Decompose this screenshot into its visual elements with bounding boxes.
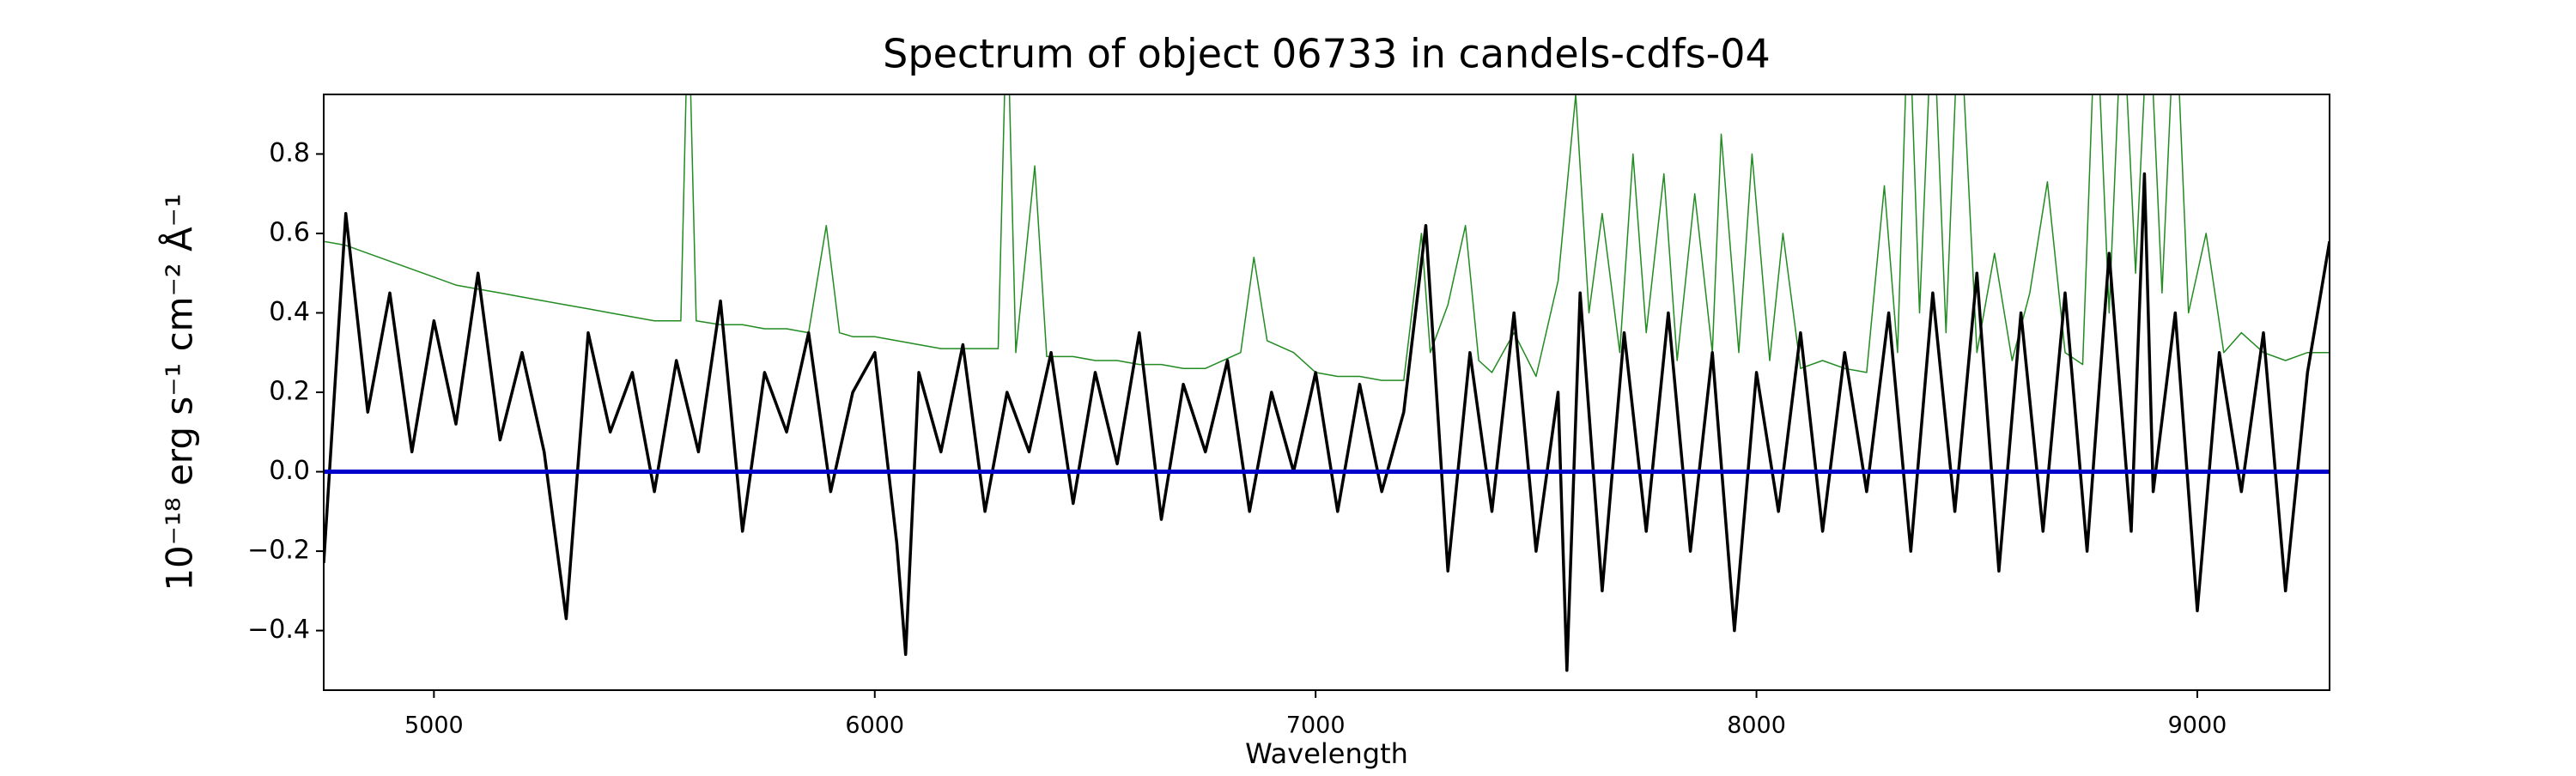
series-line [324,172,2330,672]
x-tick-label: 5000 [404,712,464,739]
y-tick-label: −0.2 [247,536,310,566]
y-tick-label: 0.8 [269,138,310,168]
x-tick-label: 8000 [1727,712,1786,739]
chart-title: Spectrum of object 06733 in candels-cdfs… [883,31,1771,77]
x-tick-label: 6000 [845,712,904,739]
y-tick-label: 0.6 [269,217,310,247]
y-tick-label: 0.0 [269,456,310,486]
plot-area [324,94,2330,672]
y-tick-label: 0.2 [269,377,310,407]
series-line [324,94,2330,381]
y-tick-label: 0.4 [269,297,310,327]
y-axis-label: 10⁻¹⁸ erg s⁻¹ cm⁻² Å⁻¹ [158,193,201,591]
x-tick-label: 9000 [2168,712,2227,739]
x-axis-label: Wavelength [1245,737,1408,770]
x-tick-label: 7000 [1286,712,1346,739]
y-tick-label: −0.4 [247,615,310,645]
